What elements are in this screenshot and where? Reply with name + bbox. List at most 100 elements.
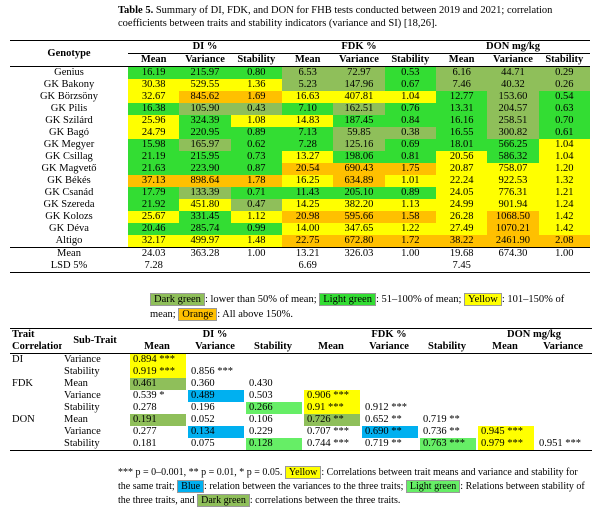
subtrait-header: Sub-Trait [62,328,128,354]
genotype: GK Szilárd [45,115,93,126]
lsd-cell: 6.69 [281,260,334,273]
blank [10,390,62,402]
value-cell: 690.43 [333,163,385,175]
value-cell: 0.62 [230,139,282,151]
value-cell: 14.83 [281,115,334,127]
value-cell: 7.10 [281,103,334,115]
corr-value: 0.128 [246,438,302,450]
value-cell: 499.97 [179,235,231,248]
genotype: GK Pilis [50,103,88,114]
sub-header: Variance [534,341,592,354]
value-cell: 407.81 [333,91,385,103]
value-cell: 27.49 [435,223,488,235]
corr-value: 0.763 *** [420,438,476,450]
corr-value: 0.906 *** [304,390,360,402]
value-cell: 0.71 [230,187,282,199]
corr-cell [360,390,418,402]
mean-cell: 19.68 [449,248,474,259]
value-cell: 0.73 [230,151,282,163]
summary-table: Genotype DI % FDK % DON mg/kg Mean Variance St… [10,40,590,273]
group-header: DI % [128,328,302,341]
mean-cell: 674.30 [498,248,528,259]
value-cell: 922.53 [487,175,539,187]
corr-cell [360,366,418,378]
corr-cell [360,378,418,390]
value-cell: 845.62 [179,91,231,103]
genotype: GK Börzsöny [39,91,99,102]
legend-tag: Dark green [150,293,205,306]
value-cell: 20.87 [435,163,488,175]
mean-cell: 1.00 [555,248,574,259]
value-cell: 0.29 [538,66,590,79]
mean-row: Mean 24.03 363.28 1.00 13.21 326.03 1.00 19.68 6… [10,248,590,261]
corr-value: 0.106 [249,414,273,425]
corr-cell [418,354,476,367]
corr-cell: 0.489 [186,390,244,402]
value-cell: 758.07 [487,163,539,175]
value-cell: 7.46 [435,79,488,91]
value-cell: 1.72 [384,235,436,248]
mean-cell: 1.00 [401,248,420,259]
sub-header: Mean [302,341,360,354]
value-cell: 220.95 [179,127,231,139]
corr-cell [534,390,592,402]
value-cell: 14.25 [281,199,334,211]
corr-cell [302,354,360,367]
value-cell: 901.94 [487,199,539,211]
value-cell: 20.98 [281,211,334,223]
corr-row: Stability 0.278 0.196 0.266 0.91 *** 0.912 **… [10,402,592,414]
genotype: GK Bakony [43,79,95,90]
value-cell: 0.47 [230,199,282,211]
value-cell: 0.80 [230,66,282,79]
value-cell: 2461.90 [487,235,539,248]
legend: Dark green: lower than 50% of mean; Ligh… [150,292,590,322]
genotype-row: GK Bagó 24.79 220.95 0.89 7.13 59.85 0.38 16.55… [10,127,590,139]
corr-label: Correlations [10,341,62,354]
value-cell: 5.23 [281,79,334,91]
lsd-cell: 7.45 [435,260,488,273]
value-cell: 44.71 [487,66,539,79]
note-text: : relation between the variances to the … [204,481,404,492]
sub-header: Stability [538,53,590,67]
value-cell: 0.54 [538,91,590,103]
corr-cell: 0.856 *** [186,366,244,378]
corr-value: 0.91 *** [304,402,360,414]
legend-text: : All above 150%. [217,309,294,320]
corr-cell [534,366,592,378]
sub-header: Mean [476,341,534,354]
corr-value: 0.360 [191,378,215,389]
subheader-row: CorrelationsMeanVarianceStabilityMeanVar… [10,341,592,354]
lsd-cell [487,260,539,273]
subtrait: Mean [64,414,88,425]
value-cell: 153.60 [487,91,539,103]
note-tag: Dark green [197,494,250,507]
value-cell: 147.96 [333,79,385,91]
blank [10,438,62,451]
corr-value: 0.945 *** [478,426,534,438]
subtrait: Mean [64,378,88,389]
corr-value: 0.726 ** [304,414,360,426]
value-cell: 13.31 [435,103,488,115]
corr-cell [360,354,418,367]
sub-header: Variance [333,53,385,67]
corr-cell: 0.91 *** [302,402,360,414]
subtrait: Stability [64,366,100,377]
genotype-row: Genius 16.19 215.97 0.80 6.53 72.97 0.53 6.16 44… [10,66,590,79]
value-cell: 0.89 [384,187,436,199]
value-cell: 529.55 [179,79,231,91]
lsd-cell [333,260,385,273]
corr-cell: 0.277 [128,426,186,438]
genotype-row: GK Bakony 30.38 529.55 1.36 5.23 147.96 0.67 7.… [10,79,590,91]
corr-cell: 0.266 [244,402,302,414]
genotype: GK Déva [49,223,89,234]
value-cell: 1.58 [384,211,436,223]
value-cell: 37.13 [128,175,180,187]
corr-cell: 0.979 *** [476,438,534,451]
sub-header: Stability [230,53,282,67]
genotype: GK Szereda [43,199,95,210]
value-cell: 30.38 [128,79,180,91]
value-cell: 898.64 [179,175,231,187]
sub-header: Variance [360,341,418,354]
corr-value: 0.736 ** [423,426,460,437]
mean-cell: 326.03 [344,248,374,259]
